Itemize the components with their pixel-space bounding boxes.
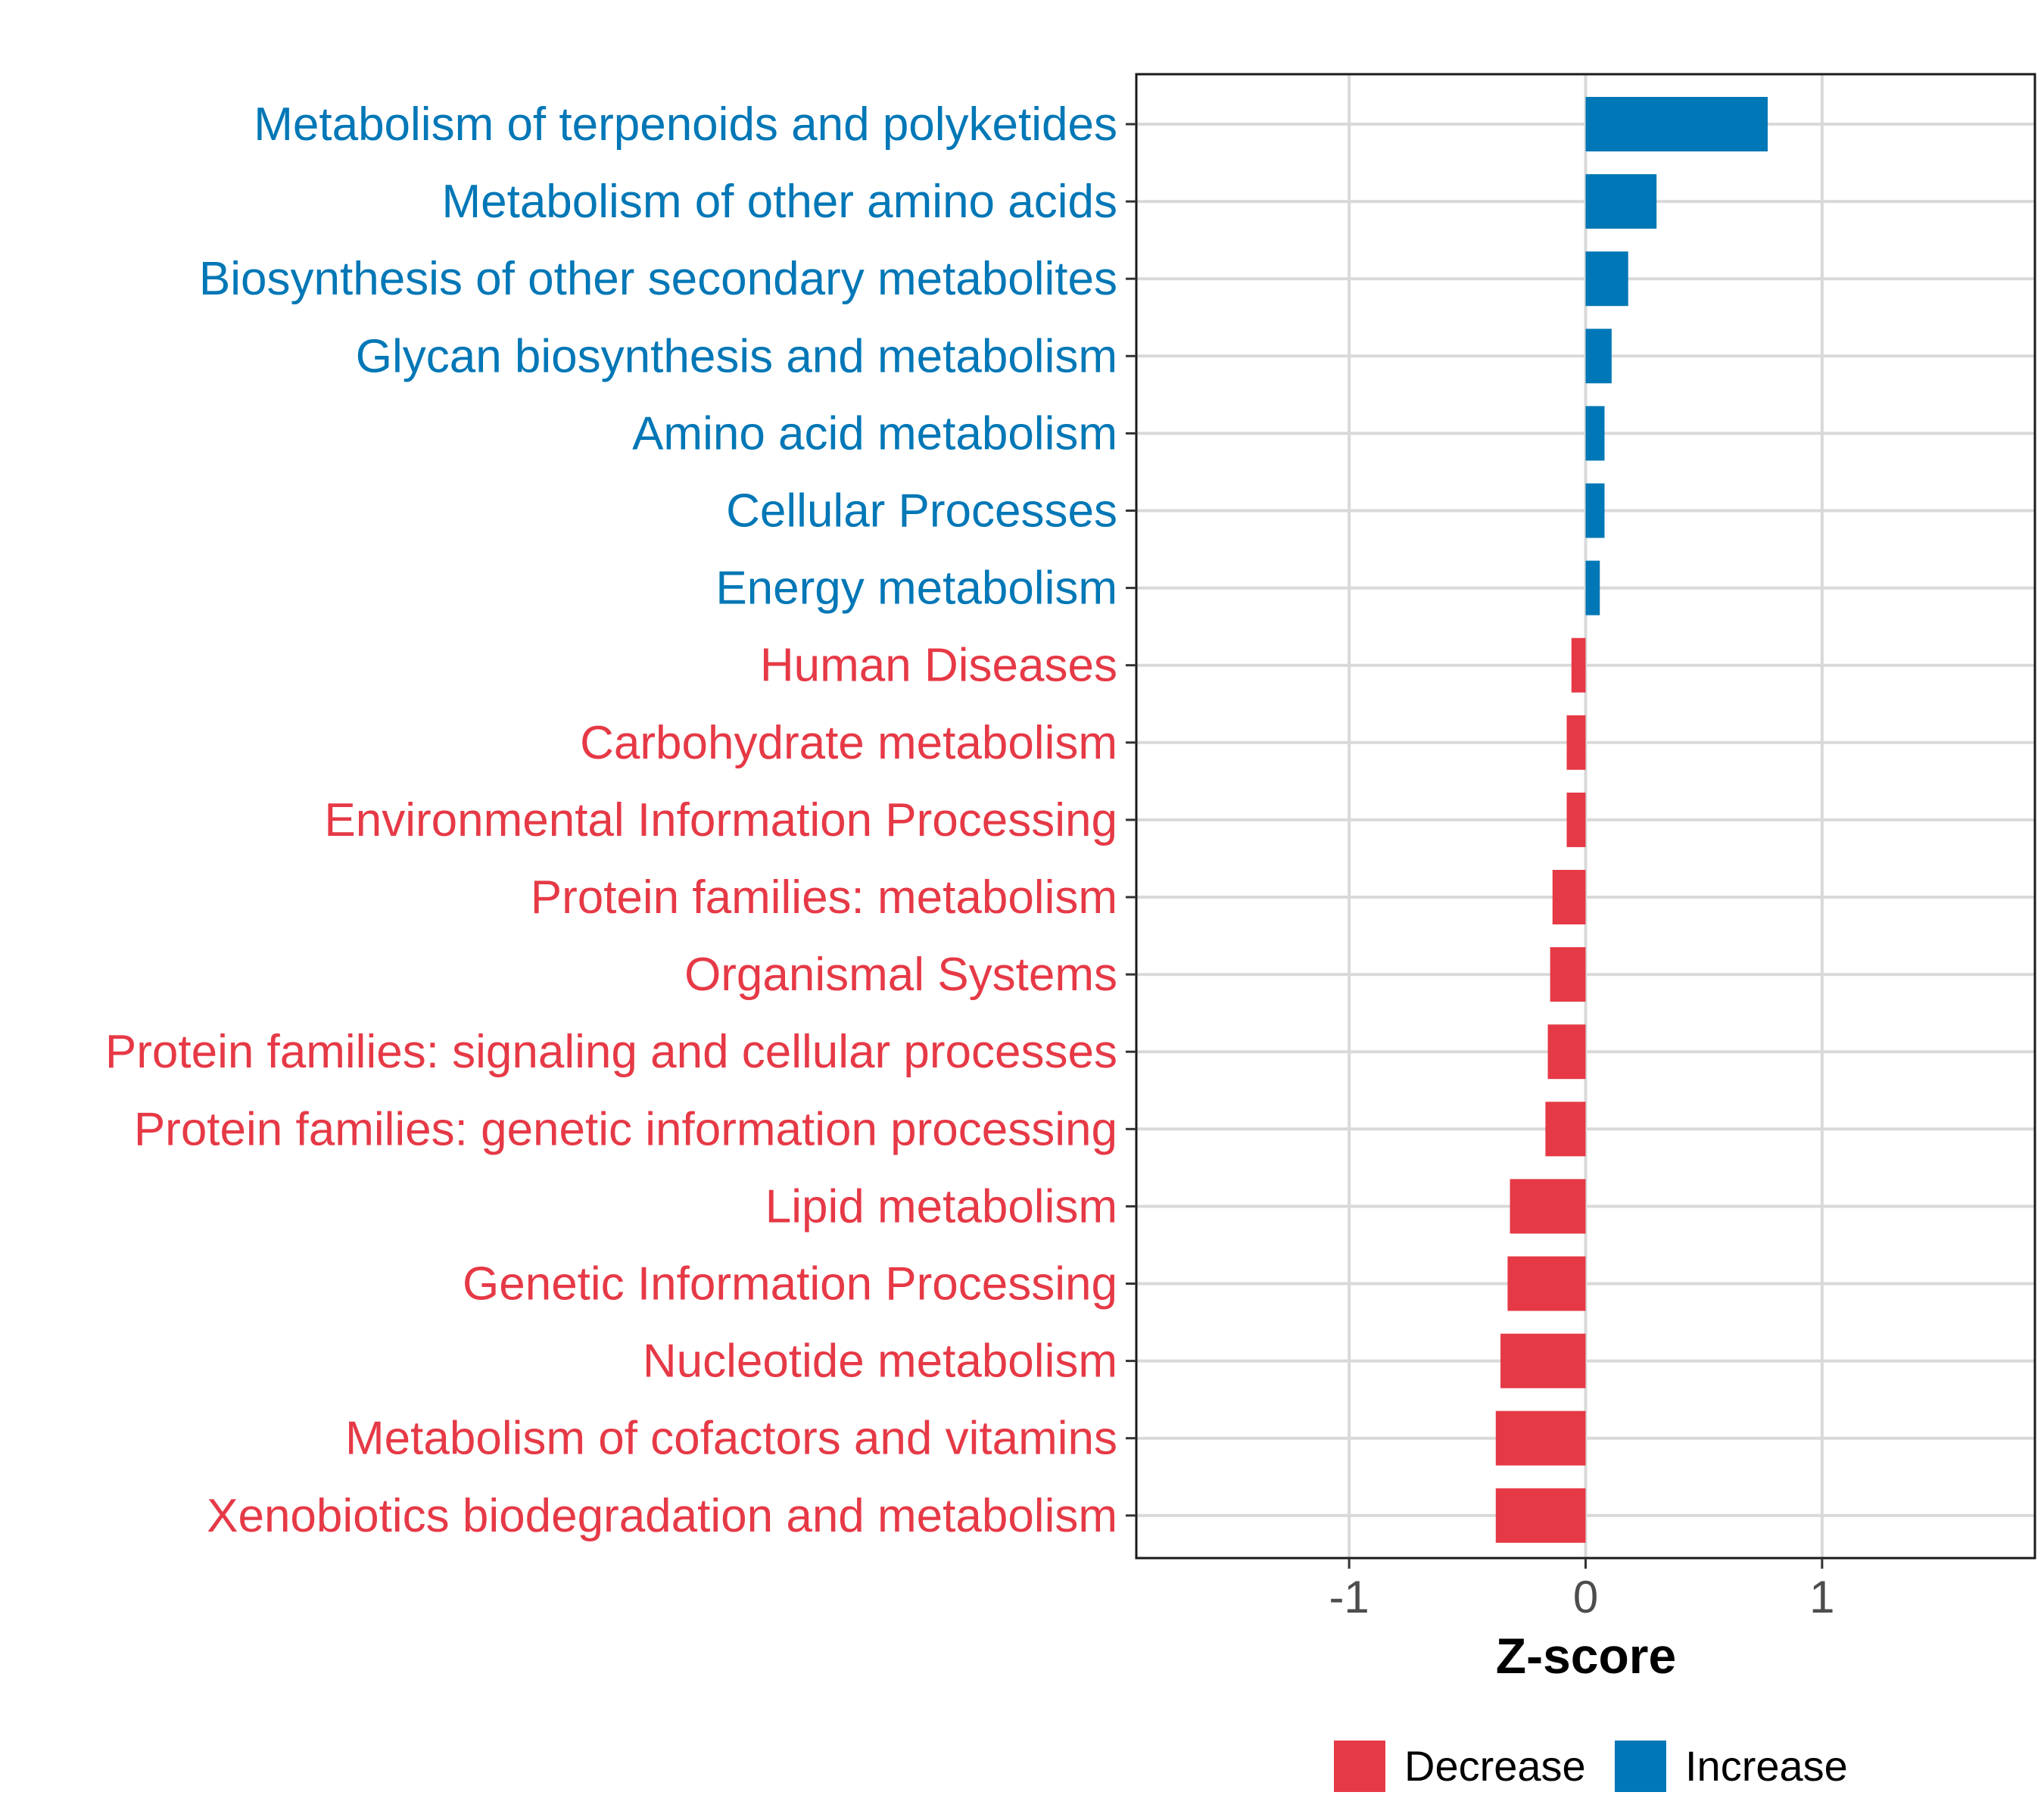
x-tick-label: 0 bbox=[1573, 1572, 1598, 1622]
bar-decrease bbox=[1495, 1410, 1586, 1466]
legend-key-increase bbox=[1615, 1741, 1666, 1792]
y-axis-category-labels: Metabolism of terpenoids and polyketides… bbox=[105, 98, 1117, 1542]
bar-decrease bbox=[1566, 792, 1586, 847]
y-tick-label: Carbohydrate metabolism bbox=[580, 717, 1117, 769]
legend-label-decrease: Decrease bbox=[1404, 1742, 1586, 1790]
bar-decrease bbox=[1566, 715, 1586, 770]
legend: Decrease Increase bbox=[1334, 1741, 1848, 1792]
legend-label-increase: Increase bbox=[1685, 1742, 1848, 1790]
x-tick-label: 1 bbox=[1809, 1572, 1834, 1622]
y-tick-label: Protein families: metabolism bbox=[531, 871, 1117, 924]
bar-decrease bbox=[1510, 1179, 1586, 1234]
y-tick-label: Glycan biosynthesis and metabolism bbox=[356, 330, 1117, 382]
bar-decrease bbox=[1571, 637, 1586, 693]
y-tick-label: Metabolism of terpenoids and polyketides bbox=[254, 98, 1117, 151]
bar-decrease bbox=[1547, 1024, 1586, 1080]
bar-decrease bbox=[1552, 870, 1586, 924]
bar-decrease bbox=[1495, 1488, 1586, 1543]
y-tick-label: Protein families: genetic information pr… bbox=[134, 1103, 1117, 1155]
bar-decrease bbox=[1507, 1256, 1586, 1311]
bar-increase bbox=[1585, 329, 1612, 384]
y-tick-label: Cellular Processes bbox=[726, 485, 1117, 538]
x-axis-ticks: -1 0 1 bbox=[1329, 1558, 1835, 1622]
bar-decrease bbox=[1550, 947, 1586, 1002]
y-tick-label: Biosynthesis of other secondary metaboli… bbox=[199, 253, 1117, 305]
bar-layer bbox=[1495, 97, 1768, 1543]
y-axis-ticks bbox=[1126, 123, 1136, 1517]
bar-decrease bbox=[1500, 1333, 1586, 1388]
y-tick-label: Metabolism of other amino acids bbox=[441, 176, 1117, 228]
bar-decrease bbox=[1545, 1102, 1586, 1157]
bar-increase bbox=[1585, 483, 1605, 538]
legend-key-decrease bbox=[1334, 1741, 1385, 1792]
y-tick-label: Organismal Systems bbox=[684, 949, 1117, 1001]
bar-increase bbox=[1585, 174, 1657, 229]
x-tick-label: -1 bbox=[1329, 1572, 1369, 1622]
y-tick-label: Protein families: signaling and cellular… bbox=[105, 1026, 1117, 1078]
y-tick-label: Amino acid metabolism bbox=[632, 407, 1117, 460]
bar-increase bbox=[1585, 560, 1600, 616]
y-tick-label: Energy metabolism bbox=[715, 563, 1117, 615]
y-tick-label: Metabolism of cofactors and vitamins bbox=[345, 1413, 1117, 1465]
bar-increase bbox=[1585, 251, 1628, 307]
y-tick-label: Xenobiotics biodegradation and metabolis… bbox=[207, 1490, 1117, 1542]
y-tick-label: Genetic Information Processing bbox=[463, 1258, 1117, 1311]
bar-increase bbox=[1585, 97, 1768, 151]
bar-increase bbox=[1585, 406, 1605, 461]
x-axis-title: Z-score bbox=[1496, 1628, 1676, 1684]
y-tick-label: Environmental Information Processing bbox=[324, 794, 1117, 846]
y-tick-label: Lipid metabolism bbox=[765, 1180, 1117, 1233]
y-tick-label: Nucleotide metabolism bbox=[643, 1335, 1117, 1388]
y-tick-label: Human Diseases bbox=[760, 640, 1117, 692]
